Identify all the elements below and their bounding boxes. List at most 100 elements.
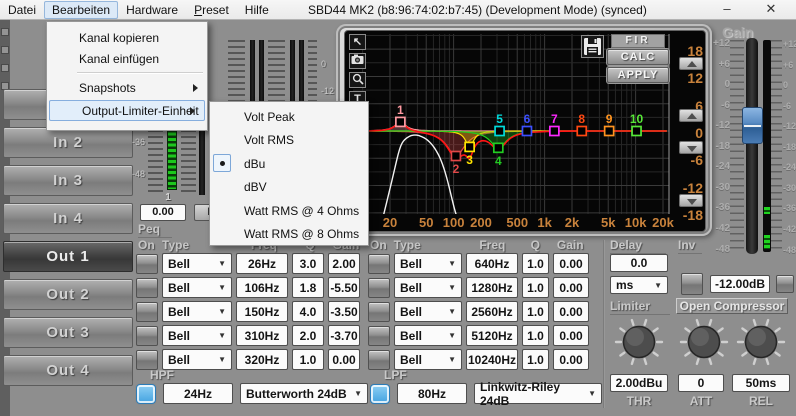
peq-right-gain-field-4[interactable]: 0.00	[553, 325, 589, 346]
peq-right-type-select-1[interactable]: Bell	[394, 253, 462, 274]
att-knob[interactable]	[678, 316, 730, 368]
eq-band-marker-3[interactable]	[465, 142, 474, 151]
scale-max-up-button[interactable]	[679, 57, 703, 70]
menu-item-output-limiter-einheit[interactable]: Output-Limiter-Einheit	[49, 100, 205, 121]
peq-right-on-button-3[interactable]	[368, 302, 390, 322]
close-button[interactable]: ✕	[756, 0, 786, 19]
peq-right-freq-field-1[interactable]: 640Hz	[466, 253, 518, 274]
peq-left-type-select-1[interactable]: Bell	[162, 253, 232, 274]
delay-unit-select[interactable]: ms	[610, 276, 668, 294]
peq-left-on-button-2[interactable]	[136, 278, 158, 298]
output-gain-readout[interactable]: -12.00dB	[710, 275, 770, 293]
camera-icon[interactable]	[349, 53, 366, 69]
peq-right-freq-field-2[interactable]: 1280Hz	[466, 277, 518, 298]
submenu-item-dbu[interactable]: dBu	[210, 152, 368, 176]
submenu-item-watt-rms-4-ohms[interactable]: Watt RMS @ 4 Ohms	[210, 199, 368, 223]
peq-right-on-button-1[interactable]	[368, 254, 390, 274]
rel-knob[interactable]	[735, 316, 787, 368]
submenu-item-volt-rms[interactable]: Volt RMS	[210, 129, 368, 153]
peq-right-on-button-4[interactable]	[368, 326, 390, 346]
peq-right-freq-field-5[interactable]: 10240Hz	[466, 349, 518, 370]
channel-button-in-2[interactable]: In 2	[3, 127, 133, 158]
peq-right-q-field-5[interactable]: 1.0	[522, 349, 549, 370]
scale-shift-up-button[interactable]	[679, 109, 703, 122]
peq-left-on-button-1[interactable]	[136, 254, 158, 274]
menubar-item-hardware[interactable]: Hardware	[118, 1, 186, 19]
thr-value-field[interactable]: 2.00dBu	[610, 374, 668, 392]
scale-min-down-button[interactable]	[679, 194, 703, 207]
menu-item-snapshots[interactable]: Snapshots	[47, 79, 207, 96]
menubar-item-bearbeiten[interactable]: Bearbeiten	[44, 1, 118, 19]
menu-item-kanal-einfügen[interactable]: Kanal einfügen	[47, 50, 207, 67]
peq-right-on-button-5[interactable]	[368, 350, 390, 370]
eq-band-marker-2[interactable]	[451, 152, 460, 161]
submenu-item-watt-rms-8-ohms[interactable]: Watt RMS @ 8 Ohms	[210, 223, 368, 247]
menu-item-kanal-kopieren[interactable]: Kanal kopieren	[47, 29, 207, 46]
peq-left-freq-field-3[interactable]: 150Hz	[236, 301, 288, 322]
eq-band-marker-4[interactable]	[494, 143, 503, 152]
lpf-type-select[interactable]: Linkwitz-Riley 24dB	[474, 383, 602, 404]
gain-fader-track[interactable]	[746, 38, 758, 254]
peq-left-q-field-3[interactable]: 4.0	[292, 301, 324, 322]
lpf-freq-field[interactable]: 80Hz	[397, 383, 467, 404]
menubar-item-hilfe[interactable]: Hilfe	[237, 1, 277, 19]
peq-right-q-field-2[interactable]: 1.0	[522, 277, 549, 298]
menubar-item-preset[interactable]: Preset	[186, 1, 237, 19]
eq-band-marker-10[interactable]	[632, 127, 641, 136]
channel-button-out-2[interactable]: Out 2	[3, 279, 133, 310]
invert-button[interactable]	[681, 273, 703, 295]
eq-band-marker-1[interactable]	[396, 117, 405, 126]
submenu-item-dbv[interactable]: dBV	[210, 176, 368, 200]
peq-left-type-select-3[interactable]: Bell	[162, 301, 232, 322]
thr-knob[interactable]	[613, 316, 665, 368]
peq-left-gain-field-1[interactable]: 2.00	[328, 253, 360, 274]
input-gain-field[interactable]: 0.00	[140, 204, 186, 221]
hpf-freq-field[interactable]: 24Hz	[163, 383, 233, 404]
peq-right-q-field-3[interactable]: 1.0	[522, 301, 549, 322]
peq-left-gain-field-2[interactable]: -5.50	[328, 277, 360, 298]
peq-left-freq-field-5[interactable]: 320Hz	[236, 349, 288, 370]
delay-value-field[interactable]: 0.0	[610, 254, 668, 272]
channel-button-in-3[interactable]: In 3	[3, 165, 133, 196]
channel-button-in-4[interactable]: In 4	[3, 203, 133, 234]
channel-button-out-3[interactable]: Out 3	[3, 317, 133, 348]
att-value-field[interactable]: 0	[678, 374, 724, 392]
peq-left-freq-field-2[interactable]: 106Hz	[236, 277, 288, 298]
peq-left-q-field-1[interactable]: 3.0	[292, 253, 324, 274]
peq-right-type-select-5[interactable]: Bell	[394, 349, 462, 370]
peq-left-type-select-5[interactable]: Bell	[162, 349, 232, 370]
peq-right-gain-field-1[interactable]: 0.00	[553, 253, 589, 274]
eq-band-marker-5[interactable]	[495, 127, 504, 136]
minimize-button[interactable]: –	[712, 0, 742, 19]
peq-right-type-select-4[interactable]: Bell	[394, 325, 462, 346]
peq-left-q-field-4[interactable]: 2.0	[292, 325, 324, 346]
save-curve-icon[interactable]	[581, 35, 604, 58]
zoom-icon[interactable]	[349, 72, 366, 88]
peq-left-type-select-2[interactable]: Bell	[162, 277, 232, 298]
peq-left-gain-field-4[interactable]: -3.70	[328, 325, 360, 346]
open-compressor-button[interactable]: Open Compressor	[676, 298, 788, 314]
peq-right-freq-field-3[interactable]: 2560Hz	[466, 301, 518, 322]
peq-right-gain-field-3[interactable]: 0.00	[553, 301, 589, 322]
hpf-type-select[interactable]: Butterworth 24dB	[240, 383, 368, 404]
peq-right-q-field-1[interactable]: 1.0	[522, 253, 549, 274]
apply-button[interactable]: APPLY	[607, 67, 669, 83]
peq-left-q-field-2[interactable]: 1.8	[292, 277, 324, 298]
peq-left-type-select-4[interactable]: Bell	[162, 325, 232, 346]
eq-band-marker-9[interactable]	[605, 127, 614, 136]
eq-band-marker-7[interactable]	[550, 127, 559, 136]
channel-button-out-4[interactable]: Out 4	[3, 355, 133, 386]
eq-band-marker-6[interactable]	[522, 127, 531, 136]
peq-left-freq-field-1[interactable]: 26Hz	[236, 253, 288, 274]
peq-right-freq-field-4[interactable]: 5120Hz	[466, 325, 518, 346]
eq-band-marker-8[interactable]	[577, 127, 586, 136]
lpf-enable-checkbox[interactable]	[370, 384, 390, 404]
peq-left-on-button-3[interactable]	[136, 302, 158, 322]
peq-left-q-field-5[interactable]: 1.0	[292, 349, 324, 370]
peq-left-on-button-5[interactable]	[136, 350, 158, 370]
peq-left-gain-field-5[interactable]: 0.00	[328, 349, 360, 370]
peq-right-type-select-3[interactable]: Bell	[394, 301, 462, 322]
gain-fader-handle[interactable]	[742, 107, 763, 144]
peq-left-freq-field-4[interactable]: 310Hz	[236, 325, 288, 346]
hpf-enable-checkbox[interactable]	[136, 384, 156, 404]
